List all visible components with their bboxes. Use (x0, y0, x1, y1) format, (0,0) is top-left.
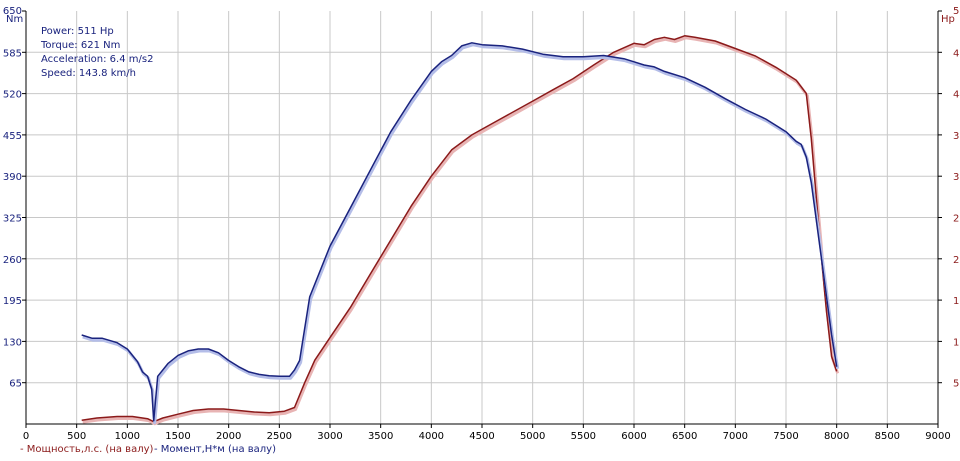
x-tick-label: 8000 (824, 431, 849, 442)
x-tick-label: 7000 (723, 431, 748, 442)
y-right-tick-label: 385 (953, 131, 960, 142)
info-torque: Torque: 621 Nm (40, 40, 120, 51)
y-left-tick-label: 650 (3, 6, 22, 17)
x-tick-label: 0 (23, 431, 29, 442)
torque-series-line (81, 42, 838, 422)
y-left-unit-label: Nm (6, 14, 23, 25)
info-power: Power: 511 Hp (41, 26, 114, 37)
x-tick-label: 1000 (115, 431, 140, 442)
x-tick-label: 6000 (621, 431, 646, 442)
x-tick-label: 8500 (875, 431, 900, 442)
y-left-tick-label: 585 (3, 48, 22, 59)
legend-torque: - Момент,Н*м (на валу) (154, 444, 276, 455)
y-right-tick-label: 330 (953, 172, 960, 183)
y-left-tick-label: 195 (3, 296, 22, 307)
y-right-tick-label: 440 (953, 90, 960, 101)
legend-power: - Мощность,л.с. (на валу) (20, 444, 154, 455)
x-tick-label: 2000 (216, 431, 241, 442)
x-tick-label: 3500 (368, 431, 393, 442)
x-tick-label: 2500 (267, 431, 292, 442)
y-left-tick-label: 65 (9, 379, 22, 390)
info-acceleration: Acceleration: 6.4 m/s2 (41, 54, 153, 65)
y-right-tick-label: 220 (953, 255, 960, 266)
legend: - Мощность,л.с. (на валу) - Момент,Н*м (… (20, 444, 276, 455)
x-tick-label: 6500 (672, 431, 697, 442)
x-tick-label: 1500 (165, 431, 190, 442)
y-left-tick-label: 260 (3, 255, 22, 266)
power-series-shadow (82, 36, 840, 426)
tick-layer: 0 500 1000 1500 2000 2500 3000 3500 4000 4500 5000… (3, 6, 960, 442)
y-right-tick-label: 550 (953, 6, 960, 17)
y-right-tick-label: 495 (953, 48, 960, 59)
x-tick-label: 5000 (520, 431, 545, 442)
y-left-tick-label: 455 (3, 131, 22, 142)
y-right-tick-label: 55 (953, 379, 960, 390)
y-right-unit-label: Hp (941, 14, 955, 25)
x-tick-label: 9000 (925, 431, 950, 442)
x-tick-label: 500 (67, 431, 86, 442)
power-series-line (81, 35, 838, 423)
x-tick-label: 4000 (419, 431, 444, 442)
y-right-tick-label: 110 (953, 337, 960, 348)
grid-layer (26, 11, 938, 424)
y-right-tick-label: 165 (953, 296, 960, 307)
x-tick-label: 4500 (469, 431, 494, 442)
x-tick-label: 7500 (773, 431, 798, 442)
y-left-tick-label: 325 (3, 214, 22, 225)
info-box: Power: 511 Hp Torque: 621 Nm Acceleratio… (40, 26, 153, 79)
y-right-tick-label: 275 (953, 214, 960, 225)
torque-series-shadow (82, 43, 840, 425)
x-tick-label: 5500 (571, 431, 596, 442)
y-left-tick-label: 390 (3, 172, 22, 183)
y-left-tick-label: 130 (3, 337, 22, 348)
y-left-tick-label: 520 (3, 90, 22, 101)
x-tick-label: 3000 (317, 431, 342, 442)
series-layer (81, 35, 840, 426)
info-speed: Speed: 143.8 km/h (41, 68, 136, 79)
